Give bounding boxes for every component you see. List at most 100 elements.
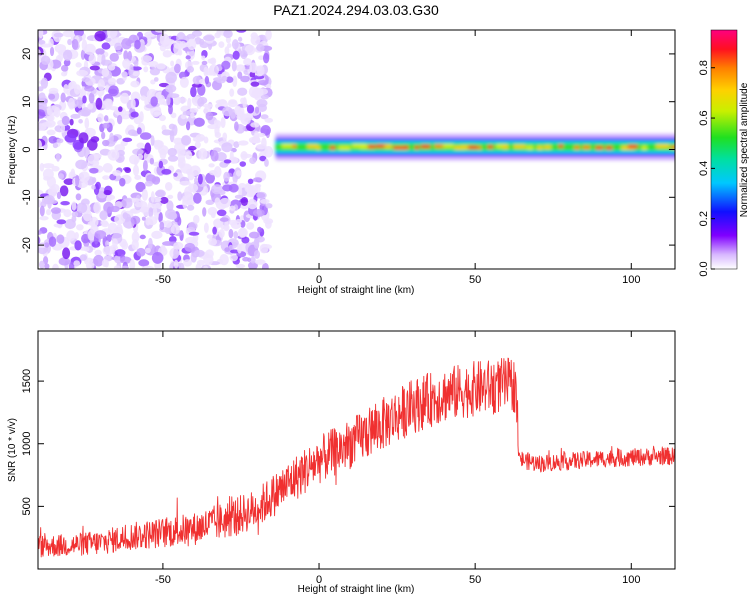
heatmap-noise-cell	[56, 138, 64, 144]
heatmap-noise-cell	[209, 65, 214, 76]
heatmap-noise-cell	[150, 191, 155, 203]
heatmap-noise-cell	[224, 46, 230, 55]
heatmap-noise-cell	[219, 217, 229, 222]
heatmap-noise-cell	[97, 113, 104, 123]
heatmap-noise-cell	[53, 223, 63, 228]
heatmap-noise-cell	[40, 55, 51, 66]
heatmap-noise-cell	[102, 245, 115, 256]
heatmap-noise-cell	[60, 92, 66, 103]
heatmap-noise-cell	[182, 110, 192, 116]
heatmap-noise-cell	[81, 233, 90, 244]
heatmap-noise-cell	[237, 87, 248, 96]
heatmap-noise-cell	[259, 198, 270, 204]
heatmap-noise-cell	[173, 241, 184, 250]
heatmap-noise-cell	[244, 64, 251, 70]
heatmap-noise-cell	[52, 142, 59, 149]
heatmap-noise-cell	[102, 175, 110, 180]
heatmap-noise-cell	[235, 170, 242, 177]
heatmap-noise-cell	[246, 104, 255, 114]
heatmap-noise-cell	[124, 167, 132, 173]
colorbar-gradient	[710, 29, 738, 270]
heatmap-noise-cell	[132, 148, 144, 155]
heatmap-noise-cell	[121, 241, 129, 250]
heatmap-noise-cell	[204, 76, 210, 85]
heatmap-noise-cell	[215, 99, 227, 105]
heatmap-noise-cell	[151, 251, 164, 264]
heatmap-noise-cell	[170, 224, 180, 235]
heatmap-noise-cell	[111, 37, 123, 45]
heatmap-noise-cell	[53, 32, 64, 38]
heatmap-noise-cell	[203, 265, 209, 269]
heatmap-noise-cell	[208, 238, 218, 246]
heatmap-noise-cell	[255, 143, 267, 150]
heatmap-noise-cell	[246, 222, 255, 230]
heatmap-noise-cell	[136, 142, 145, 149]
heatmap-noise-cell	[79, 254, 88, 261]
heatmap-noise-cell	[144, 247, 151, 254]
heatmap-noise-cell	[89, 167, 99, 174]
heatmap-noise-cell	[257, 226, 263, 233]
heatmap-noise-cell	[75, 159, 88, 170]
heatmap-noise-cell	[74, 240, 82, 251]
heatmap-noise-cell	[71, 38, 79, 50]
heatmap-noise-cell	[165, 95, 171, 106]
heatmap-noise-cell	[212, 226, 217, 235]
heatmap-x-tick-label: 50	[469, 274, 481, 286]
heatmap-noise-cell	[91, 184, 96, 190]
heatmap-x-axis-label: Height of straight line (km)	[298, 285, 415, 296]
heatmap-noise-cell	[264, 117, 274, 123]
heatmap-noise-cell	[158, 211, 163, 223]
heatmap-noise-cell	[256, 88, 269, 95]
heatmap-noise-cell	[206, 234, 213, 239]
heatmap-band-peak	[316, 145, 321, 150]
heatmap-band-peak	[442, 144, 454, 148]
heatmap-noise-cell	[234, 194, 244, 199]
heatmap-noise-cell	[193, 192, 202, 204]
heatmap-noise-cell	[130, 208, 138, 214]
heatmap-noise-cell	[233, 141, 240, 149]
heatmap-noise-cell	[51, 165, 60, 172]
heatmap-noise-cell	[247, 199, 258, 210]
line-y-tick-label: 500	[21, 497, 33, 515]
heatmap-noise-cell	[158, 160, 164, 169]
heatmap-noise-cell	[186, 200, 193, 206]
heatmap-noise-cell	[192, 75, 202, 85]
heatmap-noise-cell	[59, 185, 69, 197]
heatmap-noise-cell	[256, 99, 268, 108]
heatmap-noise-cell	[229, 205, 236, 211]
heatmap-noise-cell	[73, 84, 81, 95]
heatmap-noise-cell	[213, 166, 222, 178]
line-x-tick-label: 50	[469, 574, 481, 586]
heatmap-noise-cell	[240, 75, 250, 83]
heatmap-noise-cell	[156, 63, 166, 70]
heatmap-noise-cell	[70, 168, 76, 178]
heatmap-noise-cell	[56, 191, 62, 200]
heatmap-noise-cell	[264, 145, 274, 158]
heatmap-noise-cell	[38, 86, 44, 92]
heatmap-noise-cell	[170, 112, 177, 119]
heatmap-noise-cell	[185, 55, 191, 60]
heatmap-noise-cell	[237, 140, 249, 146]
heatmap-noise-cell	[223, 159, 232, 164]
snr-series-line	[38, 357, 675, 558]
heatmap-noise-cell	[78, 119, 83, 124]
heatmap-noise-cell	[29, 111, 35, 117]
heatmap-noise-cell	[197, 173, 203, 185]
heatmap-noise-cell	[97, 79, 105, 91]
heatmap-noise-cell	[147, 237, 153, 250]
heatmap-noise-cell	[158, 114, 166, 122]
heatmap-noise-cell	[62, 247, 71, 260]
heatmap-noise-cell	[152, 207, 158, 216]
heatmap-noise-cell	[38, 109, 46, 119]
heatmap-noise-cell	[160, 196, 169, 204]
heatmap-noise-cell	[87, 229, 96, 241]
heatmap-noise-cell	[29, 66, 37, 72]
heatmap-noise-cell	[187, 97, 192, 110]
heatmap-noise-cell	[151, 230, 163, 239]
heatmap-noise-cell	[188, 145, 197, 151]
colorbar-tick-label: 0.2	[698, 211, 710, 226]
heatmap-noise-cell	[130, 98, 136, 110]
heatmap-noise-cell	[71, 215, 77, 223]
heatmap-noise-cell	[39, 215, 49, 221]
heatmap-noise-cell	[265, 219, 272, 229]
